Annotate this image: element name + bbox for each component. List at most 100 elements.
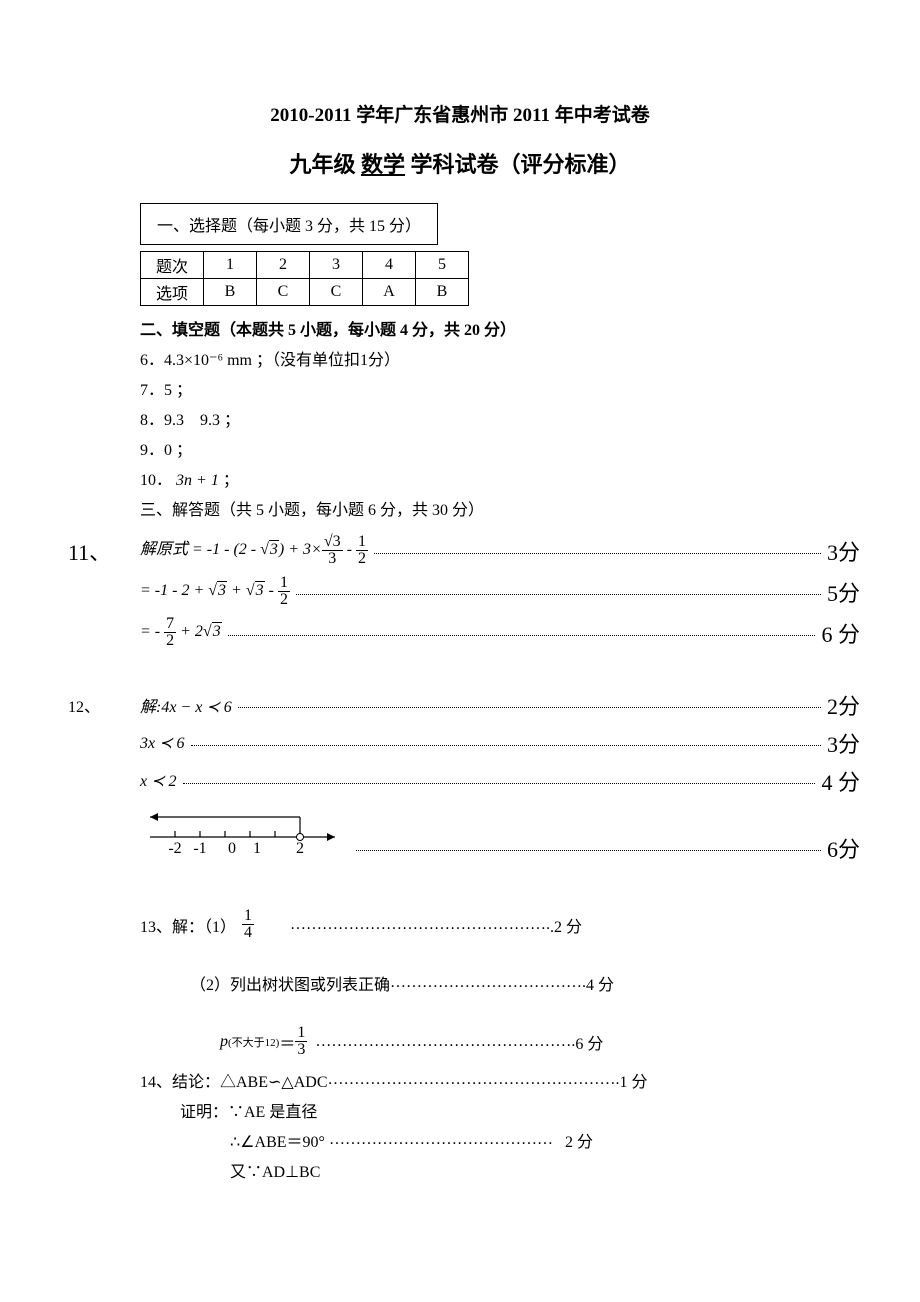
th-4: 4	[363, 252, 416, 279]
q14-l3: ∴∠ABE＝90°	[230, 1128, 325, 1152]
q6-math: 4.3×10⁻⁶ mm	[164, 352, 252, 369]
th-header: 题次	[141, 252, 204, 279]
th-3: 3	[310, 252, 363, 279]
section1-box: 一、选择题（每小题 3 分，共 15 分）	[140, 203, 438, 245]
q11-l2-frd: 2	[278, 592, 290, 608]
dots	[356, 840, 821, 851]
q7: 7．5 ；	[140, 376, 860, 400]
q11-l2-sq1: 3	[217, 581, 227, 599]
q14-s1: 1 分	[620, 1068, 648, 1092]
q8: 8．9.3 9.3 ；	[140, 406, 860, 430]
q13-p-var: p	[220, 1033, 228, 1051]
q13-frn: 1	[242, 908, 254, 925]
title2-underline: 数学	[361, 152, 405, 177]
dots	[228, 625, 816, 636]
q11-l1-fr2d: 2	[356, 551, 368, 567]
q11-l1-fr1d: 3	[322, 551, 343, 567]
number-line: -2 -1 0 1 2	[140, 817, 350, 878]
q14-dots3: ……………………………………	[325, 1131, 553, 1149]
ans-4: A	[363, 279, 416, 306]
q11-l1-mid: ) + 3×	[279, 541, 322, 558]
svg-text:1: 1	[253, 840, 261, 857]
q12-line3: x ≺ 2	[140, 771, 177, 791]
q13-p-eq: ＝	[279, 1030, 295, 1054]
q13-p-frn: 1	[295, 1025, 307, 1042]
q11-l1-sqrt3: 3	[269, 540, 279, 558]
q11-line1: 解原式 = -1 - (2 - 3) + 3×√33 - 12	[140, 534, 368, 567]
q10: 10． 3n + 1 ；	[140, 466, 860, 490]
q11-score1: 3分	[827, 535, 860, 567]
th-1: 1	[204, 252, 257, 279]
q9: 9．0 ；	[140, 436, 860, 460]
q11-l2-m1: +	[227, 582, 246, 599]
dots	[374, 543, 821, 554]
q11-line3: = - 72 + 2 3	[140, 616, 222, 649]
svg-text:0: 0	[228, 840, 236, 857]
svg-text:2: 2	[296, 840, 304, 857]
q12-line2: 3x ≺ 6	[140, 733, 185, 753]
q11-l2-sq2: 3	[255, 581, 265, 599]
q14-l4: 又∵AD⊥BC	[230, 1158, 320, 1182]
number-line-svg: -2 -1 0 1 2	[140, 817, 350, 873]
q11-l3-frd: 2	[164, 633, 176, 649]
ans-2: C	[257, 279, 310, 306]
q11-score2: 5分	[827, 576, 860, 608]
ans-1: B	[204, 279, 257, 306]
q11-l1-m2: -	[343, 541, 356, 558]
q11-l1-pre: 解原式 = -1 - (2 -	[140, 541, 260, 558]
q11-l2-pre: = -1 - 2 +	[140, 582, 208, 599]
q13-p2: （2）列出树状图或列表正确	[190, 971, 390, 995]
q11-l2-frn: 1	[278, 575, 290, 592]
q10-math: 3n + 1	[176, 472, 219, 489]
tr2-header: 选项	[141, 279, 204, 306]
exam-title-2: 九年级 数学 学科试卷（评分标准）	[60, 147, 860, 179]
q11-l2-m2: -	[265, 582, 278, 599]
q14-l1: 14、结论：△ABE∽△ADC	[140, 1068, 328, 1092]
q13-p-sub: (不大于12)	[228, 1034, 279, 1050]
q13-dots1: ………………………………………….	[290, 916, 550, 934]
q13-s2: 4 分	[586, 971, 614, 995]
dots	[296, 584, 821, 595]
q13-frd: 4	[242, 925, 254, 941]
q13-dots2: ……………………………….	[390, 974, 586, 992]
q11-l3-m: + 2	[176, 623, 203, 640]
q13-p-frd: 3	[295, 1042, 307, 1058]
q11-l3-sq: 3	[212, 622, 222, 640]
q11-l3-frn: 7	[164, 616, 176, 633]
q6: 6．4.3×10⁻⁶ mm ；（没有单位扣1分）	[140, 346, 860, 370]
ans-3: C	[310, 279, 363, 306]
q10-post: ；	[219, 472, 239, 489]
q13-s1: .2 分	[550, 913, 582, 937]
q11-line2: = -1 - 2 + 3 + 3 - 12	[140, 575, 290, 608]
q14-dots1: ……………………………………………….	[328, 1071, 620, 1089]
q6-post: ；（没有单位扣1分）	[252, 352, 400, 369]
q11-score3: 6 分	[821, 617, 860, 649]
q11-l3-pre: = -	[140, 623, 164, 640]
q11-l1-fr2n: 1	[356, 534, 368, 551]
th-2: 2	[257, 252, 310, 279]
ans-5: B	[416, 279, 469, 306]
q11-l1-fr1n: √3	[322, 534, 343, 551]
q13-pre: 13、解：（1）	[140, 913, 236, 937]
title2-pre: 九年级	[289, 152, 361, 177]
q13-dots3: ………………………………………….	[307, 1033, 575, 1051]
title2-post: 学科试卷（评分标准）	[405, 152, 631, 177]
q12-score2: 3分	[827, 727, 860, 759]
th-5: 5	[416, 252, 469, 279]
section2-heading: 二、填空题（本题共 5 小题，每小题 4 分，共 20 分）	[140, 316, 860, 340]
q14-s3: 2 分	[553, 1128, 593, 1152]
svg-text:-1: -1	[193, 840, 206, 857]
q12-score3: 4 分	[821, 765, 860, 797]
dots	[238, 698, 821, 709]
q12-score4: 6分	[827, 832, 860, 864]
answer-table: 题次 1 2 3 4 5 选项 B C C A B	[140, 251, 469, 306]
svg-text:-2: -2	[168, 840, 181, 857]
section3-heading: 三、解答题（共 5 小题，每小题 6 分，共 30 分）	[140, 496, 860, 520]
q10-pre: 10．	[140, 472, 176, 489]
exam-title-1: 2010-2011 学年广东省惠州市 2011 年中考试卷	[60, 100, 860, 127]
q13-s3: 6 分	[575, 1030, 603, 1054]
dots	[183, 774, 816, 785]
q14-l2: 证明：∵AE 是直径	[180, 1098, 317, 1122]
dots	[191, 736, 821, 747]
q6-pre: 6．	[140, 352, 164, 369]
